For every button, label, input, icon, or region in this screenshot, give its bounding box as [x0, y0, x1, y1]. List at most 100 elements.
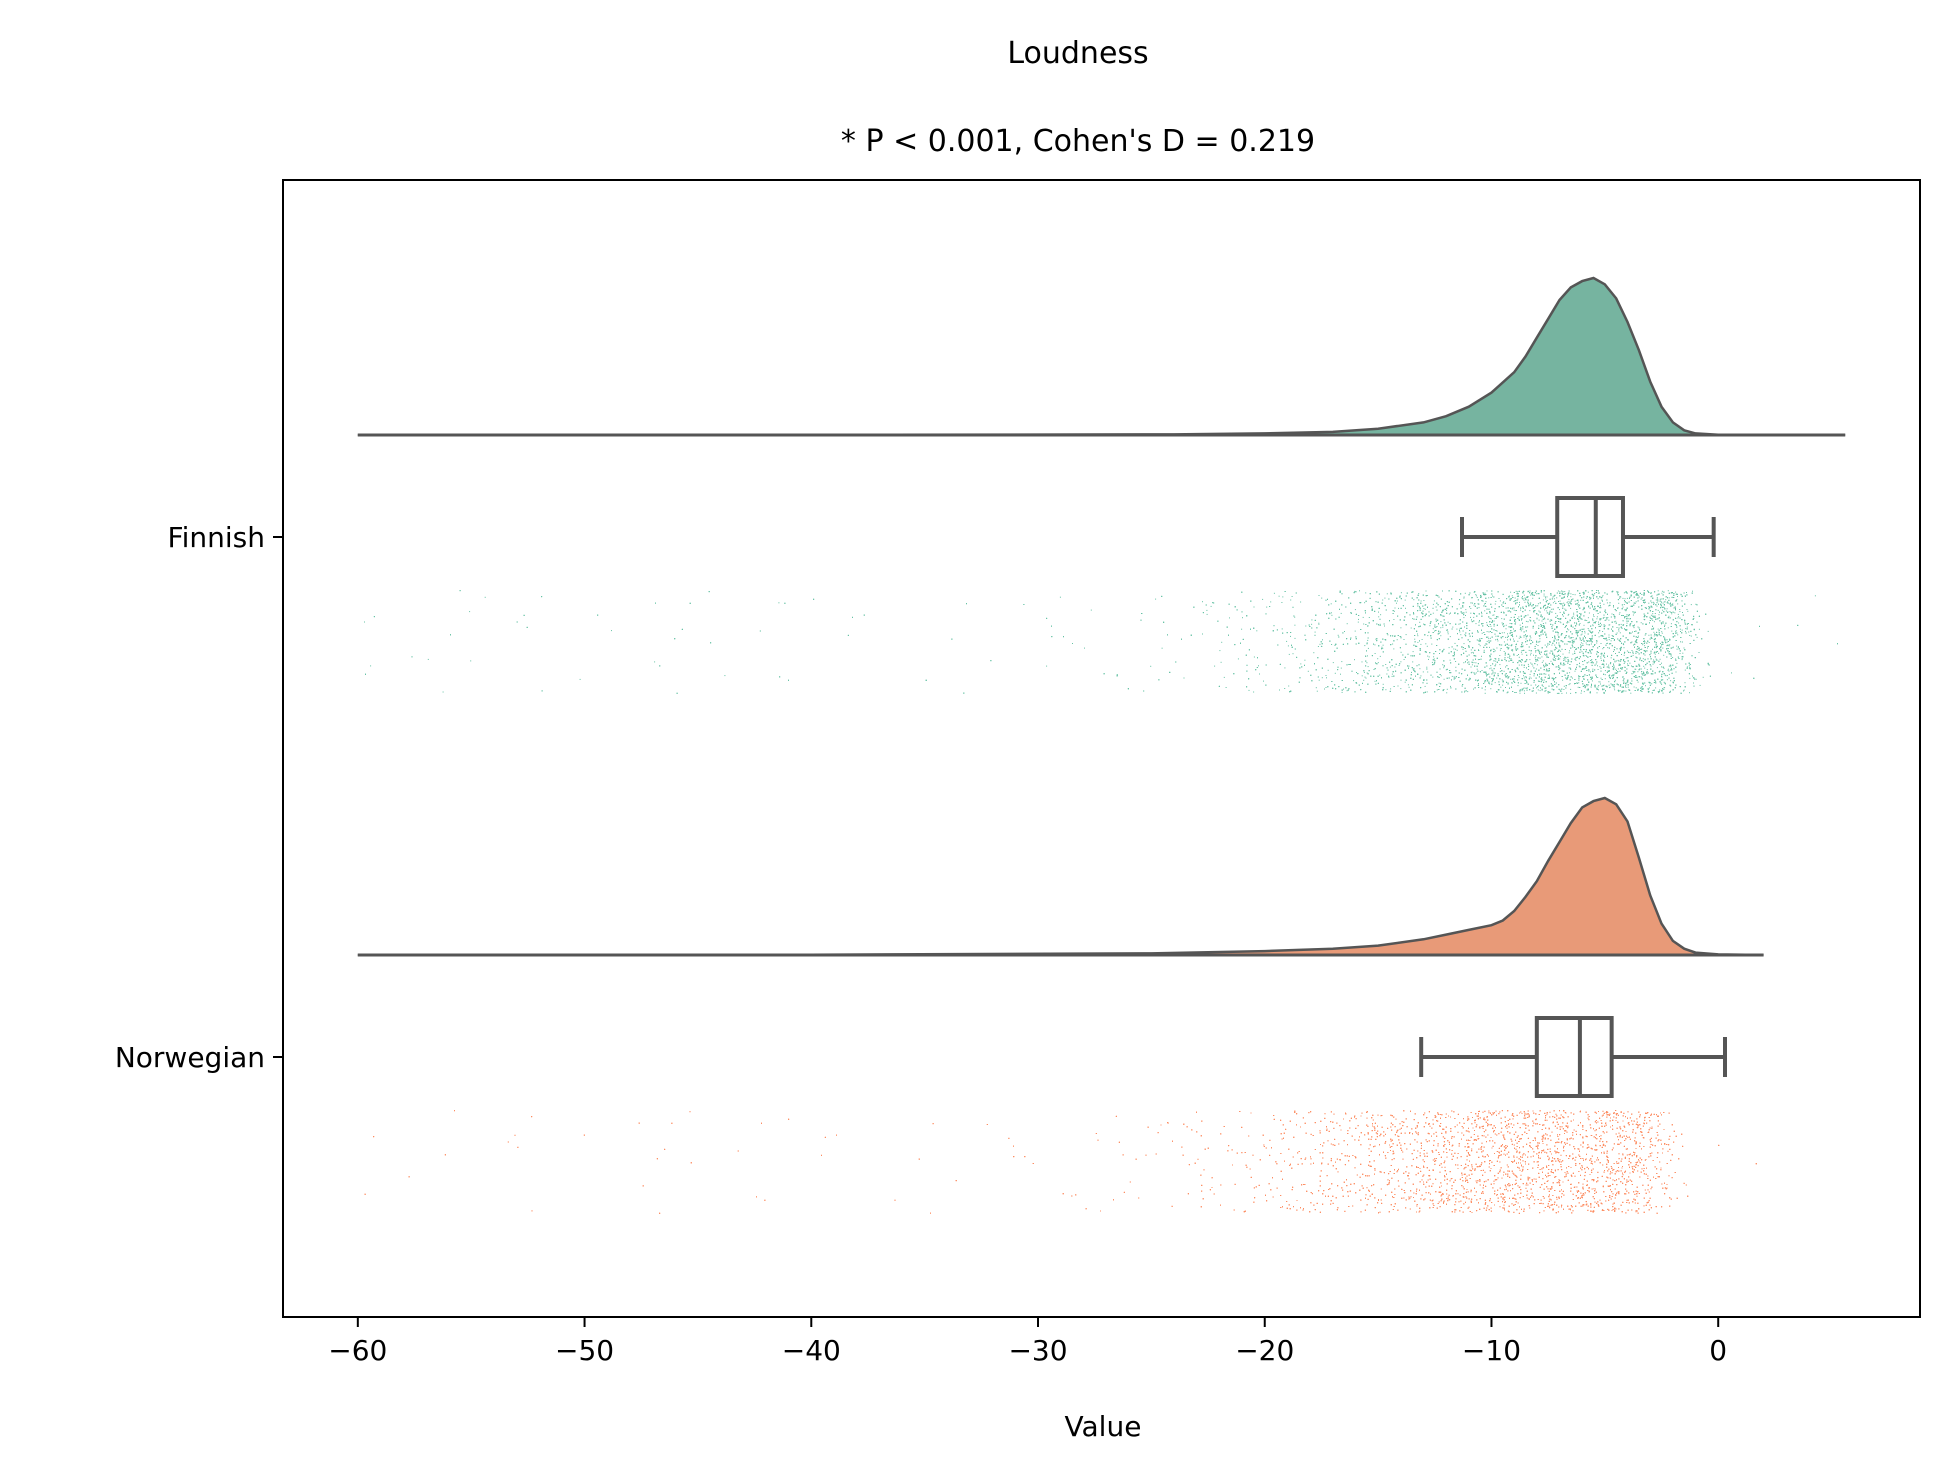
- rain-point: [1316, 690, 1318, 692]
- rain-point: [1589, 652, 1591, 654]
- rain-point: [1475, 655, 1477, 657]
- rain-point: [1576, 682, 1578, 684]
- rain-point: [1459, 631, 1461, 633]
- rain-point: [1503, 626, 1504, 628]
- rain-point: [1569, 650, 1570, 652]
- rain-point: [1429, 625, 1431, 627]
- rain-point: [1475, 595, 1477, 597]
- rain-point: [1425, 590, 1427, 592]
- rain-point: [1408, 686, 1410, 688]
- rain-point: [1574, 617, 1576, 619]
- rain-point: [1529, 676, 1531, 678]
- rain-point: [1665, 610, 1667, 612]
- rain-point: [1600, 653, 1602, 655]
- rain-point: [1614, 689, 1616, 691]
- rain-point: [1558, 684, 1560, 686]
- rain-point: [1584, 630, 1586, 632]
- rain-point: [1505, 636, 1507, 638]
- rain-point: [1317, 646, 1319, 647]
- rain-point: [1576, 623, 1578, 625]
- rain-point: [1490, 618, 1492, 620]
- rain-point: [1433, 658, 1435, 660]
- rain-point: [1596, 618, 1598, 620]
- rain-point: [1515, 602, 1517, 604]
- rain-point: [1662, 609, 1664, 611]
- chart-subtitle: * P < 0.001, Cohen's D = 0.219: [841, 124, 1315, 159]
- rain-point: [1535, 692, 1537, 694]
- rain-point: [442, 691, 444, 693]
- rain-point: [1530, 670, 1532, 672]
- rain-point: [1388, 676, 1390, 678]
- rain-point: [1287, 645, 1289, 647]
- rain-point: [1241, 628, 1243, 630]
- rain-point: [1632, 614, 1634, 616]
- rain-point: [1473, 652, 1474, 654]
- rain-point: [1648, 634, 1650, 636]
- rain-point: [1652, 613, 1654, 615]
- rain-point: [1393, 619, 1395, 620]
- rain-point: [1442, 664, 1444, 666]
- rain-point: [1672, 647, 1674, 649]
- rain-point: [1618, 613, 1620, 615]
- rain-point: [1538, 610, 1540, 612]
- rain-point: [1651, 602, 1653, 604]
- rain-point: [1620, 596, 1622, 598]
- rain-point: [1698, 628, 1700, 630]
- rain-point: [1550, 608, 1552, 610]
- rain-point: [1668, 651, 1670, 653]
- rain-point: [1488, 638, 1490, 640]
- rain-point: [1367, 647, 1369, 649]
- group-finnish: [357, 276, 1846, 694]
- rain-point: [1604, 674, 1606, 676]
- rain-point: [1686, 666, 1688, 668]
- rain-point: [1688, 665, 1690, 667]
- rain-point: [1575, 659, 1577, 661]
- rain-point: [1643, 640, 1645, 642]
- rain-point: [1294, 624, 1296, 626]
- rain-point: [1677, 613, 1679, 615]
- rain-point: [1620, 647, 1622, 649]
- rain-point: [1501, 659, 1502, 661]
- rain-point: [1685, 628, 1687, 630]
- rain-point: [1475, 623, 1477, 625]
- rain-point: [1670, 604, 1672, 606]
- rain-point: [1619, 612, 1621, 614]
- rain-point: [1518, 654, 1519, 655]
- rain-point: [778, 602, 780, 604]
- rain-point: [1284, 688, 1286, 689]
- rain-point: [1506, 675, 1508, 676]
- rain-point: [1650, 614, 1652, 616]
- rain-point: [1536, 687, 1537, 689]
- rain-point: [1465, 615, 1466, 616]
- rain-point: [1707, 664, 1709, 666]
- rain-point: [1367, 666, 1369, 668]
- rain-point: [1390, 688, 1392, 690]
- rain-point: [1499, 664, 1501, 666]
- rain-point: [1440, 621, 1442, 623]
- rain-point: [1682, 652, 1684, 654]
- rain-point: [1629, 662, 1631, 664]
- rain-point: [1623, 592, 1625, 594]
- rain-point: [1417, 633, 1418, 635]
- rain-point: [1539, 640, 1541, 642]
- rain-point: [1611, 635, 1613, 636]
- rain-point: [1458, 623, 1460, 625]
- rain-point: [1564, 591, 1566, 593]
- rain-point: [1570, 593, 1572, 595]
- rain-point: [1535, 634, 1536, 635]
- rain-point: [1637, 681, 1639, 683]
- rain-point: [1731, 672, 1732, 674]
- rain-point: [1575, 638, 1577, 640]
- rain-point: [1465, 609, 1467, 611]
- rain-point: [1225, 687, 1227, 688]
- rain-point: [1513, 630, 1515, 632]
- rain-point: [1623, 654, 1625, 656]
- rain-point: [1503, 601, 1505, 603]
- rain-point: [1356, 682, 1358, 684]
- rain-point: [1324, 688, 1325, 690]
- rain-point: [1663, 601, 1665, 603]
- rain-point: [1529, 659, 1531, 661]
- rain-point: [1510, 591, 1512, 593]
- rain-point: [1511, 595, 1513, 597]
